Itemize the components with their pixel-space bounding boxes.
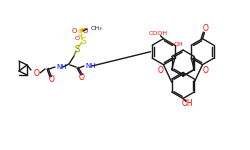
Text: S: S (80, 36, 86, 45)
Text: O: O (34, 69, 40, 78)
Text: NH: NH (85, 63, 96, 69)
Text: S: S (74, 45, 80, 54)
Text: COOH: COOH (149, 31, 168, 36)
Text: O: O (71, 28, 77, 34)
Text: O: O (202, 24, 208, 33)
Text: OH: OH (181, 99, 193, 108)
Text: CH₃: CH₃ (91, 26, 103, 30)
Text: O: O (49, 75, 55, 84)
Text: S: S (78, 28, 82, 38)
Text: O: O (202, 66, 208, 75)
Text: O: O (158, 66, 164, 75)
Text: OH: OH (173, 42, 183, 48)
Text: NH: NH (56, 64, 66, 70)
Text: O: O (79, 74, 85, 82)
Text: O: O (82, 28, 88, 34)
Text: O: O (74, 36, 80, 40)
